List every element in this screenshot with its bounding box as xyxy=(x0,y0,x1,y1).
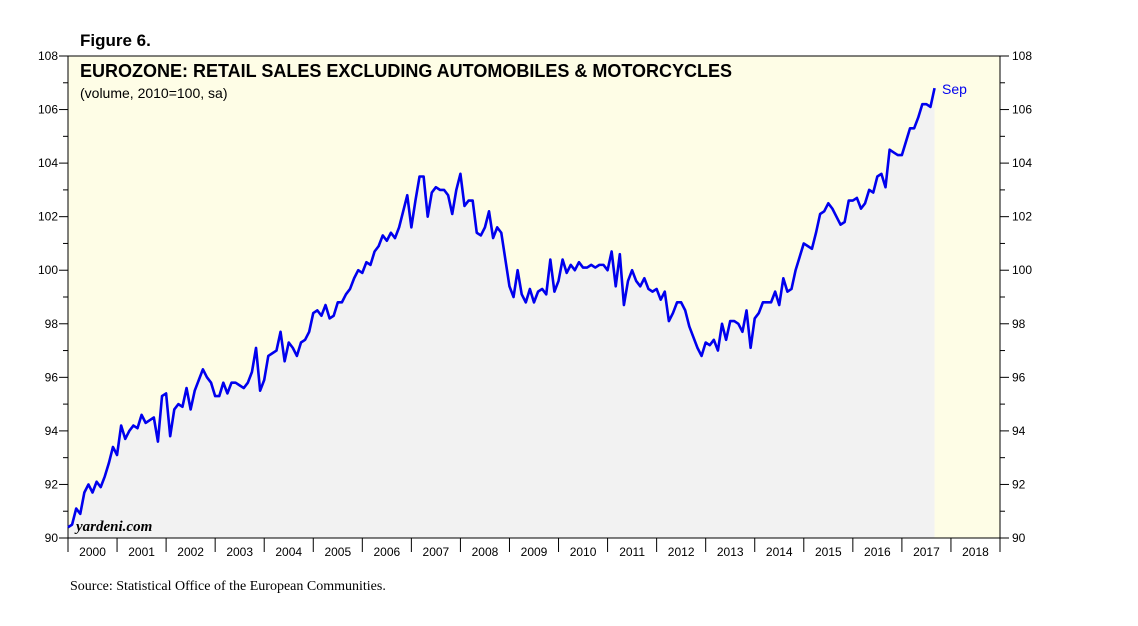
x-tick-label: 2017 xyxy=(913,545,940,559)
figure-label: Figure 6. xyxy=(80,31,151,50)
y-tick-label-right: 100 xyxy=(1012,263,1032,277)
x-tick-label: 2002 xyxy=(177,545,204,559)
y-tick-label-left: 94 xyxy=(45,424,59,438)
x-tick-label: 2006 xyxy=(373,545,400,559)
series-area xyxy=(68,88,935,538)
x-tick-label: 2012 xyxy=(668,545,695,559)
x-tick-label: 2003 xyxy=(226,545,253,559)
x-tick-label: 2007 xyxy=(423,545,450,559)
chart-subtitle: (volume, 2010=100, sa) xyxy=(80,85,227,101)
x-tick-label: 2005 xyxy=(324,545,351,559)
y-tick-label-left: 96 xyxy=(45,370,59,384)
x-tick-label: 2015 xyxy=(815,545,842,559)
x-tick-label: 2009 xyxy=(521,545,548,559)
y-tick-label-right: 106 xyxy=(1012,103,1032,117)
y-tick-label-right: 98 xyxy=(1012,317,1026,331)
area-fill-layer xyxy=(68,56,1000,538)
y-tick-label-left: 90 xyxy=(45,531,59,545)
y-tick-label-left: 102 xyxy=(38,210,58,224)
y-tick-label-right: 104 xyxy=(1012,156,1032,170)
series-line xyxy=(67,87,936,529)
series-line-layer xyxy=(67,87,936,529)
y-tick-label-left: 108 xyxy=(38,49,58,63)
chart-title: EUROZONE: RETAIL SALES EXCLUDING AUTOMOB… xyxy=(80,61,732,81)
y-tick-label-left: 100 xyxy=(38,263,58,277)
x-tick-label: 2004 xyxy=(275,545,302,559)
axes-layer: 90 90 92 92 94 94 96 96 98 98 100 100 102 102 104 104 10… xyxy=(38,49,1032,559)
x-tick-label: 2000 xyxy=(79,545,106,559)
end-annotation: Sep xyxy=(942,81,967,97)
x-tick-label: 2013 xyxy=(717,545,744,559)
x-tick-label: 2018 xyxy=(962,545,989,559)
y-tick-label-right: 92 xyxy=(1012,477,1026,491)
source-note: Source: Statistical Office of the Europe… xyxy=(70,579,386,594)
watermark: yardeni.com xyxy=(74,519,152,535)
x-tick-label: 2008 xyxy=(472,545,499,559)
x-tick-label: 2001 xyxy=(128,545,155,559)
y-tick-label-right: 94 xyxy=(1012,424,1026,438)
y-tick-label-right: 102 xyxy=(1012,210,1032,224)
y-tick-label-left: 104 xyxy=(38,156,58,170)
y-tick-label-right: 96 xyxy=(1012,370,1026,384)
x-tick-label: 2010 xyxy=(570,545,597,559)
x-tick-label: 2011 xyxy=(619,545,645,559)
y-tick-label-left: 98 xyxy=(45,317,59,331)
y-tick-label-right: 90 xyxy=(1012,531,1026,545)
y-tick-label-left: 92 xyxy=(45,477,59,491)
x-tick-label: 2016 xyxy=(864,545,891,559)
x-tick-label: 2014 xyxy=(766,545,793,559)
y-tick-label-left: 106 xyxy=(38,103,58,117)
y-tick-label-right: 108 xyxy=(1012,49,1032,63)
